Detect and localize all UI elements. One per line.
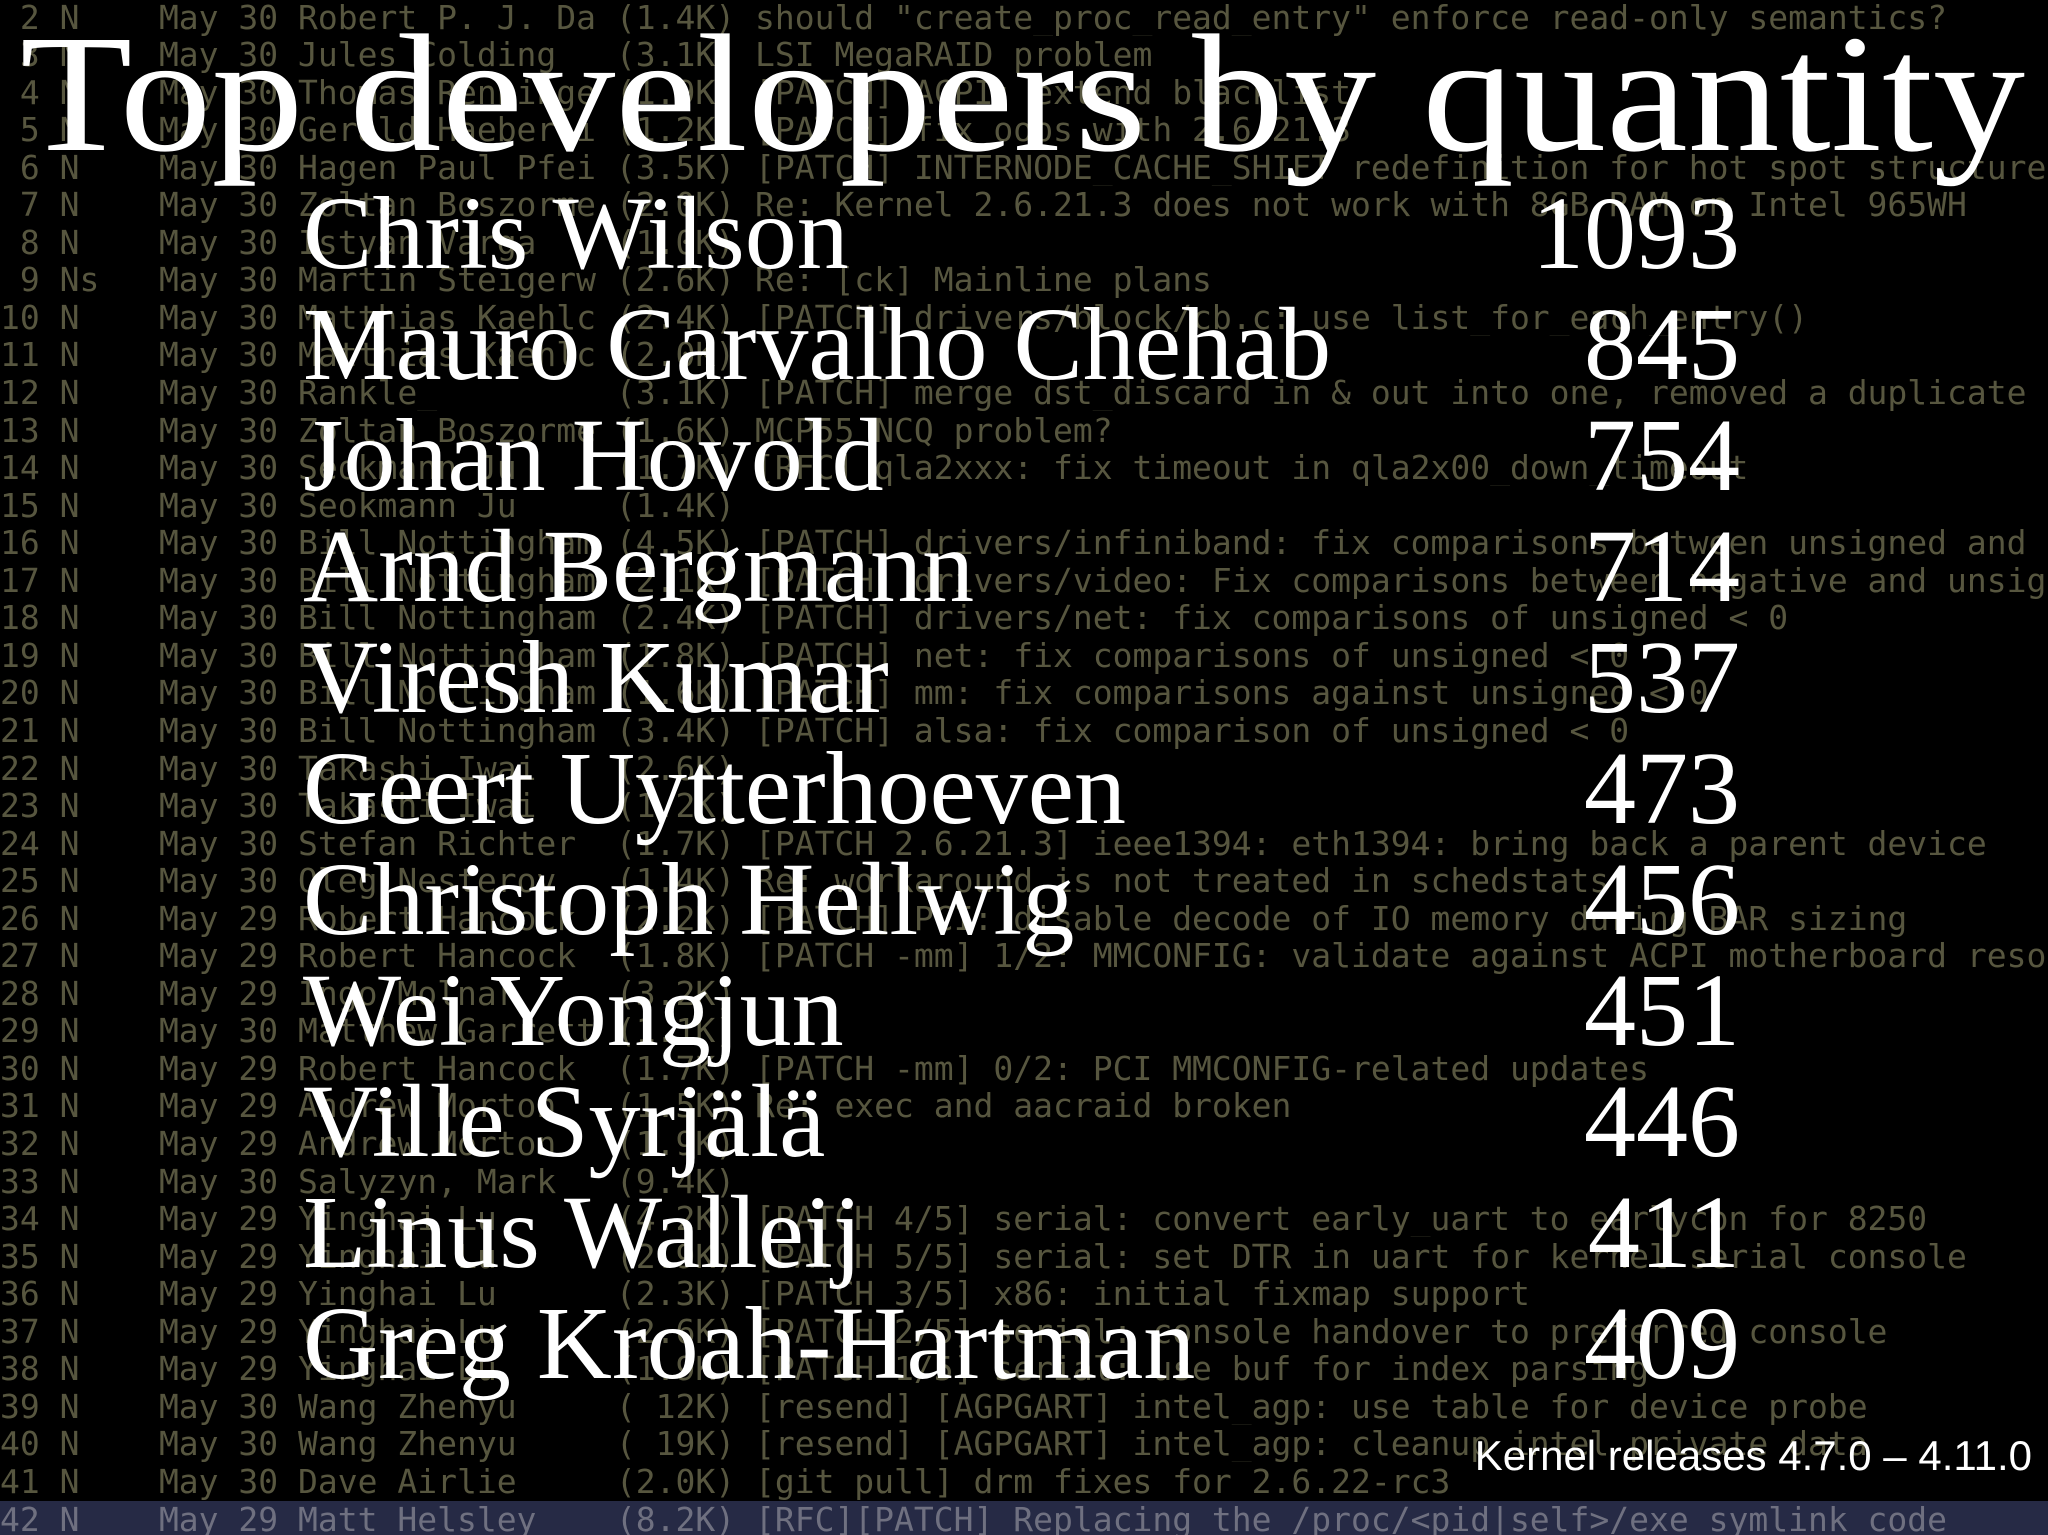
terminal-line: 42 N May 29 Matt Helsley (8.2K) [RFC][PA… xyxy=(0,1500,2048,1535)
terminal-line: 5 N May 30 Gerald Haeberli (1.2K) [PATCH… xyxy=(0,111,1352,149)
commit-count: 537 xyxy=(1584,620,1740,735)
terminal-line: 26 N May 29 Robert Hancock (2.2K) [PATCH… xyxy=(0,899,1908,937)
terminal-line: 11 N May 30 Matthias Kaehlc (2.0K) xyxy=(0,336,736,374)
terminal-line: 14 N May 30 Seokmann Ju (1.7K) [RFC] qla… xyxy=(0,449,1749,487)
commit-count: 1093 xyxy=(1532,176,1740,291)
terminal-line: 8 N May 30 Istvan Varga (1.0K) xyxy=(0,223,736,261)
terminal-line: 36 N May 29 Yinghai Lu (2.3K) [PATCH 3/5… xyxy=(0,1275,1530,1313)
developer-name: Christoph Hellwig xyxy=(303,842,1074,957)
commit-count: 446 xyxy=(1584,1064,1740,1179)
developer-name: Viresh Kumar xyxy=(303,620,889,735)
developer-name: Linus Walleij xyxy=(303,1175,862,1290)
terminal-line: 10 N May 30 Matthias Kaehlc (2.4K) [PATC… xyxy=(0,298,1808,336)
footer: Kernel releases 4.7.0 – 4.11.0 xyxy=(1475,1432,2032,1479)
developer-name: Chris Wilson xyxy=(303,176,849,291)
commit-count: 409 xyxy=(1584,1286,1740,1401)
terminal-line: 17 N May 30 Bill Nottingham (2.1K) [PATC… xyxy=(0,561,2048,599)
developer-name: Wei Yongjun xyxy=(303,953,844,1068)
terminal-line: 24 N May 30 Stefan Richter (1.7K) [PATCH… xyxy=(0,824,1987,862)
terminal-line: 3 N May 30 Jules Colding (3.1K) LSI Mega… xyxy=(0,36,1153,74)
terminal-line: 12 N May 30 Rankle_ (3.1K) [PATCH] merge… xyxy=(0,374,2027,411)
terminal-line: 39 N May 30 Wang Zhenyu ( 12K) [resend] … xyxy=(0,1387,1868,1425)
terminal-line: 25 N May 30 Oleg Nesterov (1.4K) Re: wor… xyxy=(0,862,1610,900)
terminal-line: 41 N May 30 Dave Airlie (2.0K) [git pull… xyxy=(0,1462,1451,1500)
terminal-line: 13 N May 30 Zoltan Boszorme (1.6K) MCP55… xyxy=(0,411,1113,449)
terminal-line: 6 N May 30 Hagen Paul Pfei (3.5K) [PATCH… xyxy=(0,148,2048,186)
terminal-line: 21 N May 30 Bill Nottingham (3.4K) [PATC… xyxy=(0,711,1630,749)
title: Top developers by quantity xyxy=(20,1,2025,187)
commit-count: 456 xyxy=(1584,842,1740,957)
commit-count: 473 xyxy=(1584,731,1740,846)
terminal-line: 28 N May 29 Ingo Molnar (3.2K) xyxy=(0,974,736,1012)
developer-name: Mauro Carvalho Chehab xyxy=(303,287,1331,402)
developer-name: Ville Syrjälä xyxy=(303,1064,825,1179)
terminal-line: 31 N May 29 Andrew Morton (1.5K) Re: exe… xyxy=(0,1087,1292,1125)
terminal-line: 20 N May 30 Bill Nottingham (1.6K) [PATC… xyxy=(0,674,1709,712)
terminal-line: 18 N May 30 Bill Nottingham (2.4K) [PATC… xyxy=(0,599,1789,637)
terminal-line: 40 N May 30 Wang Zhenyu ( 19K) [resend] … xyxy=(0,1425,1868,1463)
terminal-line: 19 N May 30 Bill Nottingham (1.8K) [PATC… xyxy=(0,636,1630,674)
commit-count: 714 xyxy=(1584,509,1740,624)
terminal-line: 15 N May 30 Seokmann Ju (1.4K) xyxy=(0,486,736,524)
terminal-line: 37 N May 29 Yinghai Lu (2.6K) [PATCH 2/5… xyxy=(0,1312,1888,1350)
commit-count: 845 xyxy=(1584,287,1740,402)
commit-count: 754 xyxy=(1584,398,1740,513)
terminal-line: 32 N May 29 Andrew Morton (1.9K) xyxy=(0,1125,736,1162)
terminal-line: 9 Ns May 30 Martin Steigerw (2.6K) Re: [… xyxy=(0,261,1212,299)
terminal-line: 34 N May 29 Yinghai Lu (4.2K) [PATCH 4/5… xyxy=(0,1200,1928,1238)
commit-count: 451 xyxy=(1584,953,1740,1068)
terminal-line: 27 N May 29 Robert Hancock (1.8K) [PATCH… xyxy=(0,937,2048,975)
terminal-line: 16 N May 30 Bill Nottingham (4.5K) [PATC… xyxy=(0,524,2027,562)
terminal-line: 35 N May 29 Yinghai Lu (2.9K) [PATCH 5/5… xyxy=(0,1237,1967,1275)
developer-name: Geert Uytterhoeven xyxy=(303,731,1126,846)
terminal-line: 30 N May 29 Robert Hancock (1.7K) [PATCH… xyxy=(0,1049,1650,1087)
developer-name: Arnd Bergmann xyxy=(303,509,974,624)
terminal-line: 38 N May 29 Yinghai Lu (1.9K) [PATCH 1/5… xyxy=(0,1350,1650,1388)
terminal-line: 29 N May 30 Matthew Garrett (1.1K) xyxy=(0,1012,736,1050)
commit-count: 411 xyxy=(1588,1175,1740,1290)
terminal-line: 22 N May 30 Takashi Iwai (2.6K) xyxy=(0,749,736,787)
terminal-line: 2 N May 30 Robert P. J. Da (1.4K) should… xyxy=(0,0,1948,36)
terminal-line: 23 N May 30 Takashi Iwai (1.2K) xyxy=(0,787,736,825)
terminal-line: 4 N May 30 Thomas Renninge (1.9K) [PATCH… xyxy=(0,73,1352,111)
developer-name: Greg Kroah-Hartman xyxy=(303,1286,1195,1401)
terminal-line: 33 N May 30 Salyzyn, Mark (9.4K) xyxy=(0,1162,736,1200)
developer-name: Johan Hovold xyxy=(303,398,884,513)
terminal-line: 7 N May 30 Zoltan Boszorme (2.0K) Re: Ke… xyxy=(0,186,1967,224)
